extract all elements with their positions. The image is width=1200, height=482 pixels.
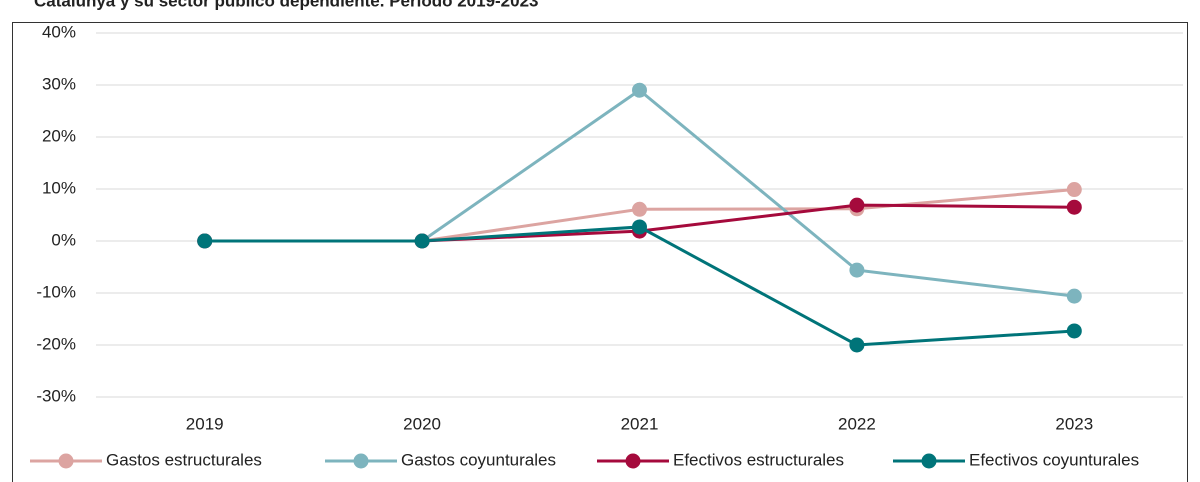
data-point	[197, 233, 213, 249]
y-tick-label: 10%	[42, 178, 76, 197]
y-tick-label: 0%	[51, 230, 76, 249]
y-tick-label: -10%	[36, 282, 76, 301]
data-point	[1066, 182, 1082, 198]
data-point	[849, 337, 865, 353]
data-point	[632, 82, 647, 98]
legend-marker	[353, 453, 369, 469]
x-tick-label: 2023	[1055, 414, 1093, 433]
legend-marker	[921, 453, 937, 469]
series-line	[204, 225, 1075, 347]
legend-label: Efectivos coyunturales	[969, 450, 1139, 469]
legend-label: Efectivos estructurales	[673, 450, 844, 469]
chart-frame	[12, 22, 1188, 482]
data-point	[1066, 323, 1082, 339]
data-point	[414, 233, 430, 249]
y-tick-label: 20%	[42, 126, 76, 145]
y-tick-label: 30%	[42, 74, 76, 93]
legend-marker	[58, 453, 74, 469]
y-tick-label: 40%	[42, 22, 76, 41]
data-point	[632, 201, 647, 217]
x-tick-label: 2020	[403, 414, 441, 433]
x-tick-label: 2022	[838, 414, 876, 433]
legend-label: Gastos estructurales	[106, 450, 262, 469]
data-point	[1066, 288, 1082, 304]
legend-label: Gastos coyunturales	[401, 450, 556, 469]
data-point	[1066, 199, 1082, 215]
x-tick-label: 2021	[621, 414, 659, 433]
chart-title: Catalunya y su sector público dependient…	[34, 0, 539, 10]
data-point	[849, 197, 865, 213]
series-line	[204, 88, 1075, 298]
y-tick-label: -20%	[36, 334, 76, 353]
data-point	[849, 262, 865, 278]
x-tick-label: 2019	[186, 414, 224, 433]
legend-marker	[625, 453, 641, 469]
y-tick-label: -30%	[36, 386, 76, 405]
data-point	[632, 219, 647, 235]
